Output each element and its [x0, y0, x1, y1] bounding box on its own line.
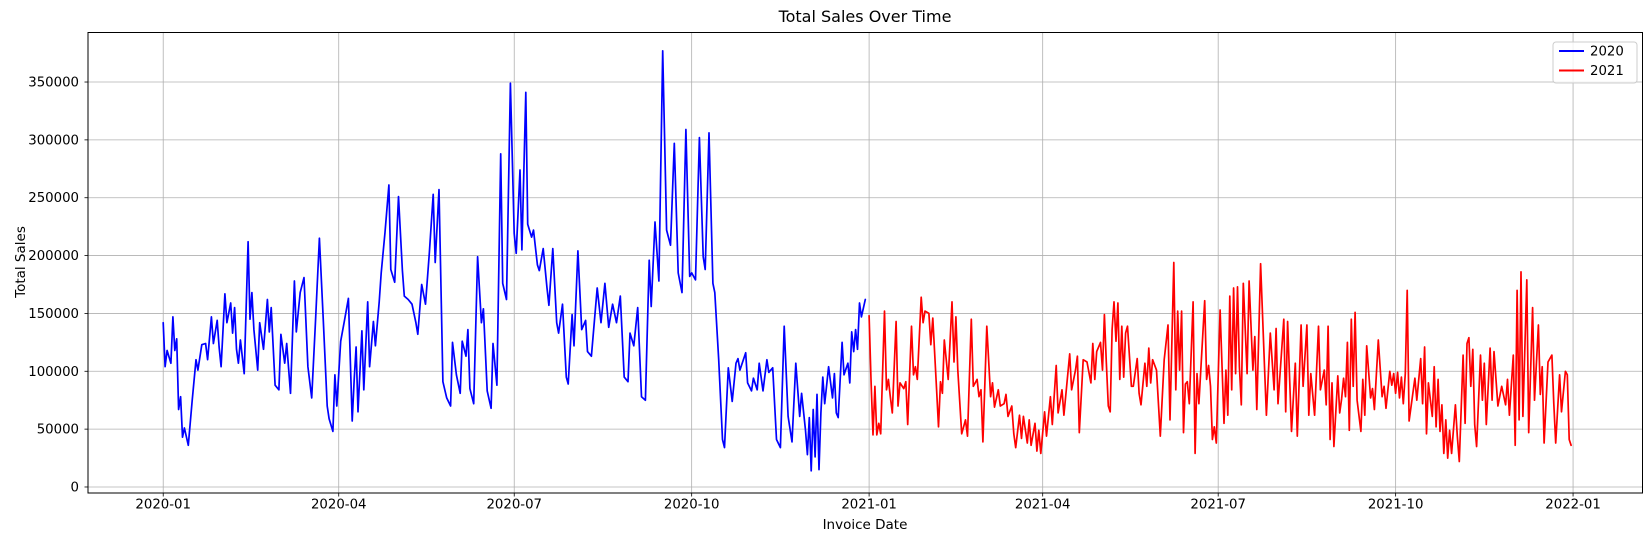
data-series — [162, 49, 1572, 472]
x-tick-label-2021-04: 2021-04 — [1015, 498, 1071, 513]
chart-title: Total Sales Over Time — [778, 7, 952, 26]
x-axis-label: Invoice Date — [822, 517, 908, 533]
y-tick-label-300000: 300000 — [28, 133, 79, 148]
legend: 2020 2021 — [1552, 41, 1638, 84]
x-tick-label-2021-07: 2021-07 — [1190, 498, 1246, 513]
y-tick-label-350000: 350000 — [28, 76, 79, 91]
y-tick-label-100000: 100000 — [28, 365, 79, 380]
y-tick-label-50000: 50000 — [37, 423, 79, 438]
y-axis-label: Total Sales — [13, 226, 29, 298]
grid-lines — [88, 32, 1643, 493]
series-line-2021 — [868, 261, 1572, 463]
x-tick-label-2021-01: 2021-01 — [841, 498, 897, 513]
x-tick-label-2020-07: 2020-07 — [486, 498, 542, 513]
y-tick-label-0: 0 — [71, 480, 79, 495]
y-tick-label-250000: 250000 — [28, 191, 79, 206]
x-tick-label-2020-01: 2020-01 — [135, 498, 191, 513]
legend-label-2021: 2021 — [1590, 64, 1624, 79]
axis-ticks: 2020-01 2020-04 2020-07 2020-10 2021-01 2021-… — [28, 76, 1601, 513]
legend-box — [1552, 41, 1638, 84]
y-tick-label-200000: 200000 — [28, 249, 79, 264]
x-tick-label-2022-01: 2022-01 — [1545, 498, 1601, 513]
legend-label-2020: 2020 — [1590, 45, 1624, 60]
plot-border — [87, 32, 1643, 494]
series-line-2020 — [162, 49, 867, 472]
x-tick-label-2020-04: 2020-04 — [311, 498, 367, 513]
x-tick-label-2021-10: 2021-10 — [1368, 498, 1424, 513]
x-tick-label-2020-10: 2020-10 — [664, 498, 720, 513]
y-tick-label-150000: 150000 — [28, 307, 79, 322]
